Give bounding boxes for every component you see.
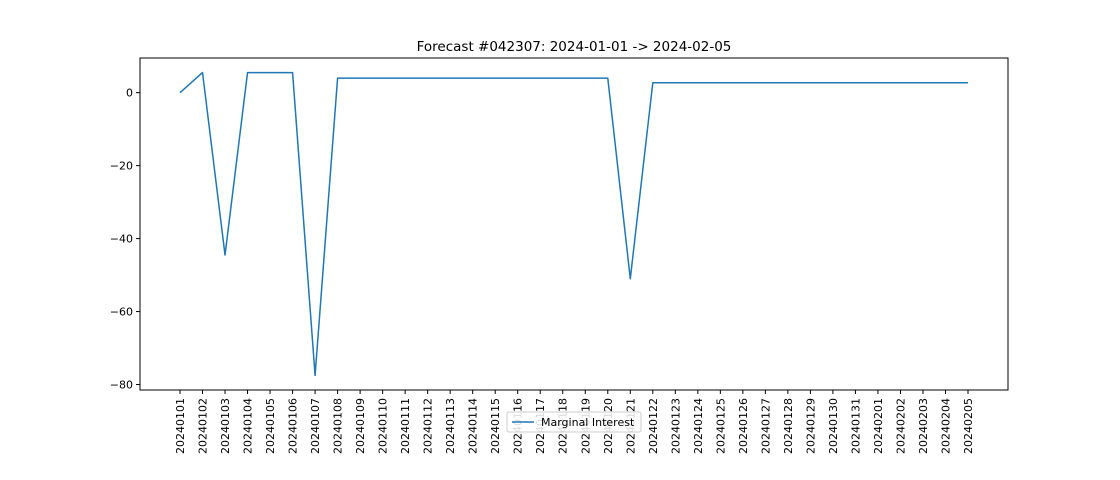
x-tick-label: 20240123 — [669, 398, 682, 454]
legend-box — [506, 411, 642, 433]
x-tick-label: 20240101 — [174, 398, 187, 454]
x-tick-label: 20240115 — [489, 398, 502, 454]
y-tick-label: 0 — [126, 87, 133, 100]
legend: Marginal Interest — [506, 411, 642, 433]
x-tick-label: 20240106 — [287, 398, 300, 454]
x-tick-label: 20240128 — [782, 398, 795, 454]
x-tick-label: 20240109 — [354, 398, 367, 454]
x-tick-label: 20240203 — [917, 398, 930, 454]
x-tick-label: 20240204 — [939, 398, 952, 454]
y-tick-label: −40 — [110, 233, 133, 246]
x-tick-label: 20240126 — [737, 398, 750, 454]
x-tick-label: 20240205 — [962, 398, 975, 454]
x-tick-label: 20240107 — [309, 398, 322, 454]
legend-label: Marginal Interest — [541, 416, 635, 429]
x-tick-label: 20240122 — [647, 398, 660, 454]
x-tick-label: 20240112 — [422, 398, 435, 454]
series-lines — [179, 71, 968, 377]
x-tick-label: 20240129 — [804, 398, 817, 454]
x-tick-label: 20240111 — [399, 398, 412, 454]
plot-area — [139, 57, 1009, 391]
y-tick-label: −60 — [110, 306, 133, 319]
x-tick-label: 20240114 — [467, 398, 480, 454]
y-axis: 0 −20 −40 −60 −80 — [110, 87, 140, 392]
y-tick-label: −20 — [110, 160, 133, 173]
x-tick-label: 20240104 — [242, 398, 255, 454]
x-tick-label: 20240125 — [714, 398, 727, 454]
y-tick-label: −80 — [110, 379, 133, 392]
x-tick-label: 20240105 — [264, 398, 277, 454]
x-tick-label: 20240124 — [692, 398, 705, 454]
x-tick-label: 20240201 — [872, 398, 885, 454]
x-tick-label: 20240131 — [849, 398, 862, 454]
x-tick-label: 20240113 — [444, 398, 457, 454]
chart-title: Forecast #042307: 2024-01-01 -> 2024-02-… — [417, 39, 732, 55]
x-tick-label: 20240127 — [759, 398, 772, 454]
x-tick-label: 20240108 — [332, 398, 345, 454]
series-line — [179, 71, 968, 377]
x-tick-label: 20240130 — [827, 398, 840, 454]
x-tick-label: 20240102 — [197, 398, 210, 454]
x-tick-label: 20240202 — [894, 398, 907, 454]
x-tick-label: 20240110 — [377, 398, 390, 454]
x-tick-label: 20240103 — [219, 398, 232, 454]
